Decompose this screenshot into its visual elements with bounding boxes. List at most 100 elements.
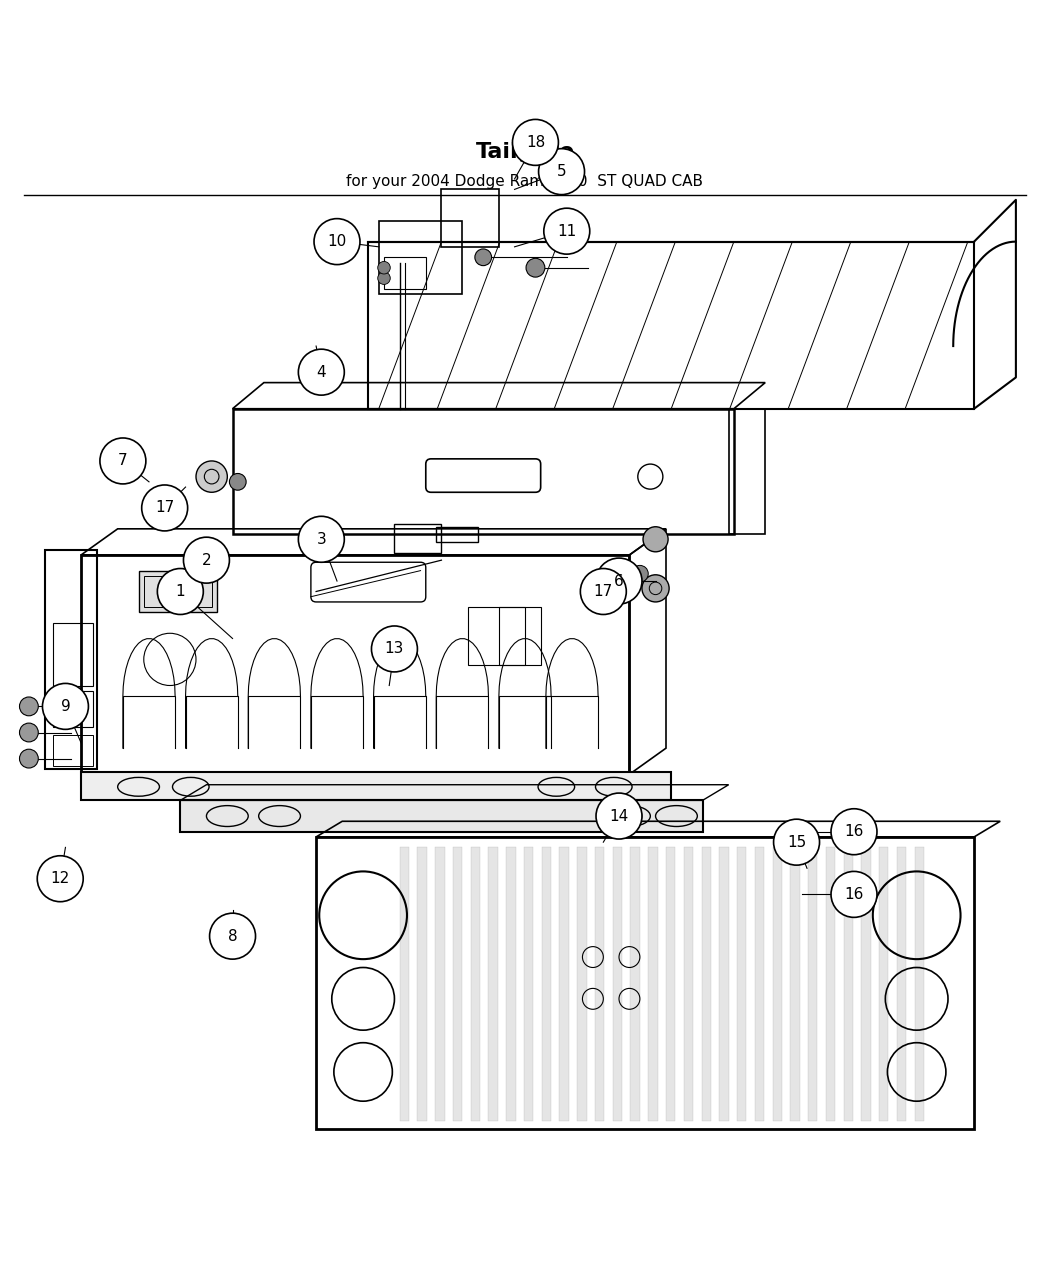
Polygon shape xyxy=(879,848,888,1121)
Bar xyxy=(52,623,92,686)
Polygon shape xyxy=(825,848,835,1121)
Polygon shape xyxy=(737,848,747,1121)
Circle shape xyxy=(378,272,391,285)
Text: 18: 18 xyxy=(526,135,545,149)
Polygon shape xyxy=(181,801,702,831)
Polygon shape xyxy=(648,848,657,1121)
Polygon shape xyxy=(81,773,671,801)
Text: for your 2004 Dodge Ram 1500  ST QUAD CAB: for your 2004 Dodge Ram 1500 ST QUAD CAB xyxy=(346,174,704,189)
Polygon shape xyxy=(755,848,764,1121)
Polygon shape xyxy=(453,848,462,1121)
Circle shape xyxy=(512,120,559,165)
Text: 2: 2 xyxy=(202,553,211,568)
Circle shape xyxy=(526,258,545,277)
Bar xyxy=(139,571,217,613)
Polygon shape xyxy=(684,848,693,1121)
Text: 17: 17 xyxy=(593,584,613,599)
Bar xyxy=(499,607,541,664)
Text: 17: 17 xyxy=(155,501,174,516)
Circle shape xyxy=(229,474,246,490)
Circle shape xyxy=(100,438,146,484)
Text: 13: 13 xyxy=(384,641,404,656)
Polygon shape xyxy=(666,848,675,1121)
Bar xyxy=(52,691,92,728)
Polygon shape xyxy=(470,848,480,1121)
Polygon shape xyxy=(630,848,639,1121)
Polygon shape xyxy=(773,848,782,1121)
Polygon shape xyxy=(719,848,729,1121)
Text: 11: 11 xyxy=(558,223,576,239)
Polygon shape xyxy=(861,848,870,1121)
Circle shape xyxy=(20,750,38,767)
Polygon shape xyxy=(595,848,605,1121)
Circle shape xyxy=(298,516,344,562)
Circle shape xyxy=(623,819,636,834)
Bar xyxy=(384,257,426,289)
Text: 16: 16 xyxy=(844,888,864,902)
Circle shape xyxy=(372,626,418,672)
Text: 1: 1 xyxy=(175,584,185,599)
Bar xyxy=(52,734,92,766)
Circle shape xyxy=(184,538,229,584)
Text: 4: 4 xyxy=(316,365,327,379)
Bar xyxy=(144,576,212,607)
Circle shape xyxy=(831,871,877,917)
Circle shape xyxy=(643,526,668,552)
Polygon shape xyxy=(791,848,800,1121)
Polygon shape xyxy=(488,848,498,1121)
Circle shape xyxy=(831,808,877,854)
Circle shape xyxy=(596,558,642,604)
Circle shape xyxy=(631,566,648,582)
Text: 5: 5 xyxy=(556,165,566,179)
Polygon shape xyxy=(808,848,818,1121)
Circle shape xyxy=(596,793,642,839)
Text: 12: 12 xyxy=(50,871,70,886)
Polygon shape xyxy=(560,848,569,1121)
Polygon shape xyxy=(506,848,516,1121)
Bar xyxy=(379,221,462,294)
Text: 7: 7 xyxy=(118,453,128,469)
Circle shape xyxy=(42,683,88,729)
Text: Tailgate: Tailgate xyxy=(476,143,574,162)
Text: 8: 8 xyxy=(228,928,237,944)
Text: 9: 9 xyxy=(61,699,70,714)
Circle shape xyxy=(210,913,255,959)
Circle shape xyxy=(378,262,391,275)
Polygon shape xyxy=(843,848,853,1121)
Circle shape xyxy=(20,723,38,742)
Text: 3: 3 xyxy=(316,531,327,547)
Polygon shape xyxy=(701,848,711,1121)
Text: 16: 16 xyxy=(844,824,864,839)
Bar xyxy=(441,189,499,246)
Polygon shape xyxy=(418,848,426,1121)
Polygon shape xyxy=(613,848,623,1121)
Text: 6: 6 xyxy=(614,573,624,589)
Polygon shape xyxy=(400,848,410,1121)
Polygon shape xyxy=(578,848,587,1121)
Circle shape xyxy=(196,461,228,492)
Text: 15: 15 xyxy=(786,835,806,849)
Circle shape xyxy=(544,208,590,254)
Text: 14: 14 xyxy=(609,808,629,824)
Bar xyxy=(467,607,525,664)
Circle shape xyxy=(839,822,858,842)
Circle shape xyxy=(839,885,858,904)
Polygon shape xyxy=(897,848,906,1121)
Circle shape xyxy=(627,808,642,824)
Circle shape xyxy=(539,148,585,194)
Circle shape xyxy=(642,575,669,601)
Circle shape xyxy=(314,218,360,264)
Circle shape xyxy=(774,819,820,865)
Polygon shape xyxy=(915,848,924,1121)
Polygon shape xyxy=(435,848,444,1121)
Polygon shape xyxy=(542,848,551,1121)
Circle shape xyxy=(37,856,83,902)
Circle shape xyxy=(581,568,626,614)
Circle shape xyxy=(475,249,491,266)
Circle shape xyxy=(298,349,344,395)
Circle shape xyxy=(20,697,38,716)
Polygon shape xyxy=(524,848,533,1121)
Text: 10: 10 xyxy=(328,234,347,249)
Circle shape xyxy=(158,568,204,614)
Circle shape xyxy=(142,485,188,531)
